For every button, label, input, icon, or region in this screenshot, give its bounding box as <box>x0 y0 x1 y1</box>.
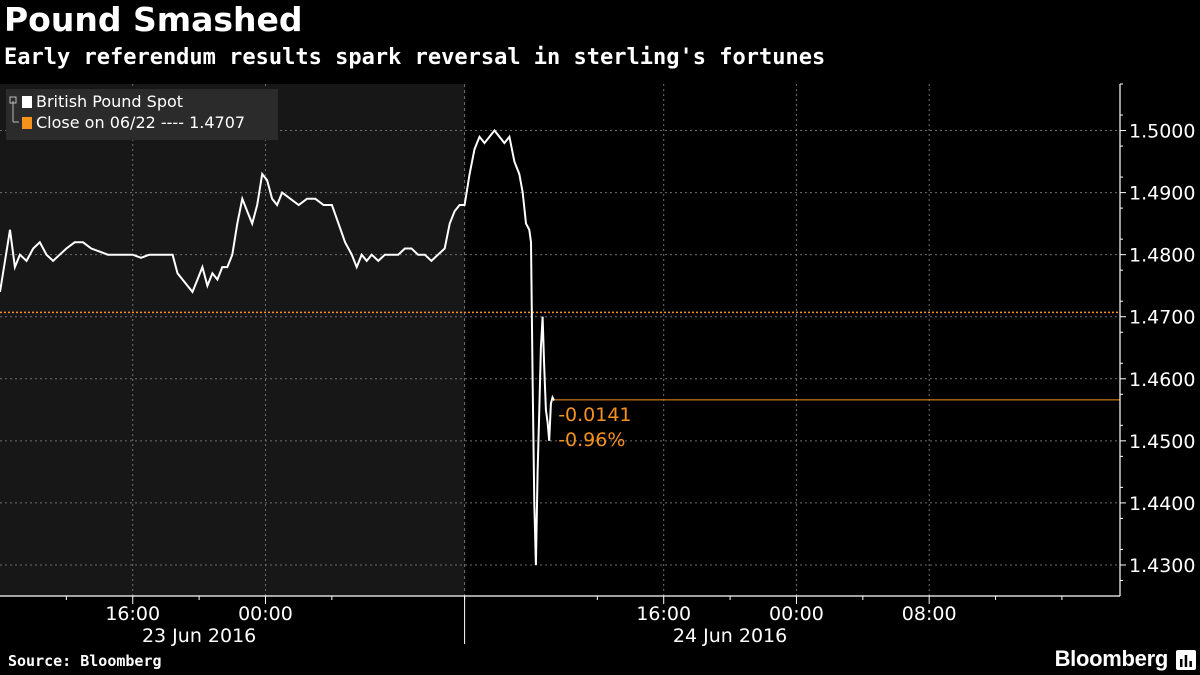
x-tick-label: 16:00 <box>105 603 160 625</box>
y-tick-label: 1.5000 <box>1129 121 1195 143</box>
y-tick-label: 1.4900 <box>1129 183 1195 205</box>
x-tick-label: 16:00 <box>636 603 691 625</box>
x-tick-label: 08:00 <box>902 603 957 625</box>
shaded-region <box>0 84 465 596</box>
y-tick-label: 1.4600 <box>1129 369 1195 391</box>
chart-title: Pound Smashed <box>4 0 303 39</box>
series-line-british-pound-spot <box>0 128 556 566</box>
day-label: 23 Jun 2016 <box>142 625 256 647</box>
legend-label: Close on 06/22 ---- 1.4707 <box>36 113 245 132</box>
day-label: 24 Jun 2016 <box>673 625 787 647</box>
change-annotation: -0.0141 <box>558 404 631 426</box>
legend-box <box>6 89 278 140</box>
source-note: Source: Bloomberg <box>8 652 162 670</box>
change-annotation: -0.96% <box>558 429 625 451</box>
y-tick-label: 1.4500 <box>1129 431 1195 453</box>
y-tick-label: 1.4700 <box>1129 307 1195 329</box>
x-tick-label: 00:00 <box>238 603 293 625</box>
bloomberg-logo: Bloomberg <box>1054 646 1169 671</box>
legend-label: British Pound Spot <box>36 92 183 111</box>
legend-swatch <box>22 117 32 129</box>
y-tick-label: 1.4300 <box>1129 555 1195 577</box>
y-tick-label: 1.4400 <box>1129 493 1195 515</box>
legend-swatch <box>22 96 32 108</box>
bloomberg-badge-icon <box>1176 650 1196 670</box>
legend-collapse-icon <box>9 96 17 104</box>
y-tick-label: 1.4800 <box>1129 245 1195 267</box>
chart-subtitle: Early referendum results spark reversal … <box>4 45 826 70</box>
x-tick-label: 00:00 <box>769 603 824 625</box>
